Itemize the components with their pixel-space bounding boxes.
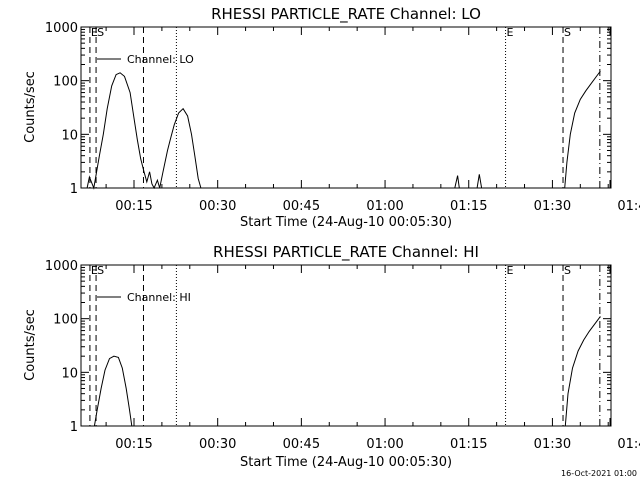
x-axis-label: Start Time (24-Aug-10 00:05:30) — [240, 215, 452, 230]
time-marker-label: E — [91, 26, 98, 39]
time-marker-label: S — [97, 26, 104, 39]
time-marker-label: E — [507, 264, 514, 277]
generation-timestamp: 16-Oct-2021 01:00 — [561, 469, 637, 478]
time-marker-label: E — [91, 264, 98, 277]
x-tick-label: 00:45 — [283, 437, 320, 452]
time-marker-label: S — [97, 264, 104, 277]
x-tick-label: 01:15 — [450, 437, 487, 452]
y-axis: 1 10 100 1000 — [45, 21, 611, 197]
chart-title: RHESSI PARTICLE_RATE Channel: LO — [211, 5, 481, 24]
y-tick-label: 1000 — [45, 21, 78, 36]
legend: Channel: LO — [97, 53, 194, 66]
x-axis: 00:15 00:30 00:45 01:00 01:15 01:30 01:45 — [105, 265, 640, 452]
x-tick-label: 00:30 — [199, 437, 236, 452]
y-tick-label: 1000 — [45, 259, 78, 274]
y-tick-label: 100 — [53, 313, 78, 328]
legend: Channel: HI — [97, 291, 191, 304]
y-tick-label: 100 — [53, 75, 78, 90]
series-line — [93, 316, 601, 427]
x-tick-label: 00:45 — [283, 199, 320, 214]
x-tick-label: 01:45 — [617, 437, 640, 452]
y-tick-label: 1 — [70, 420, 78, 435]
x-axis: 00:15 00:30 00:45 01:00 01:15 01:30 01:45 — [105, 27, 640, 214]
y-tick-label: 10 — [61, 366, 78, 381]
time-marker-label: E — [507, 26, 514, 39]
data-series — [81, 70, 601, 190]
chart-title: RHESSI PARTICLE_RATE Channel: HI — [213, 243, 479, 262]
y-axis-label: Counts/sec — [23, 71, 38, 143]
y-tick-label: 10 — [61, 128, 78, 143]
time-marker-label: S — [564, 264, 571, 277]
x-tick-label: 01:45 — [617, 199, 640, 214]
x-tick-label: 00:15 — [115, 199, 152, 214]
x-tick-label: 01:30 — [534, 437, 571, 452]
x-axis-label: Start Time (24-Aug-10 00:05:30) — [240, 455, 452, 470]
time-marker-label: S — [564, 26, 571, 39]
x-tick-label: 01:00 — [366, 199, 403, 214]
y-axis: 1 10 100 1000 — [45, 259, 611, 435]
plot-frame — [80, 26, 612, 189]
panel-hi: RHESSI PARTICLE_RATE Channel: HI 1101001… — [23, 243, 640, 470]
series-line — [81, 70, 601, 190]
x-tick-label: 01:00 — [366, 437, 403, 452]
panel-lo: RHESSI PARTICLE_RATE Channel: LO 1101001… — [23, 5, 640, 230]
x-tick-label: 00:15 — [115, 437, 152, 452]
data-series — [93, 316, 601, 427]
legend-label: Channel: LO — [127, 53, 194, 66]
x-tick-label: 01:15 — [450, 199, 487, 214]
legend-label: Channel: HI — [127, 291, 191, 304]
x-tick-label: 00:30 — [199, 199, 236, 214]
x-tick-label: 01:30 — [534, 199, 571, 214]
plot-frame — [80, 264, 612, 427]
y-axis-label: Counts/sec — [23, 309, 38, 381]
y-tick-label: 1 — [70, 182, 78, 197]
